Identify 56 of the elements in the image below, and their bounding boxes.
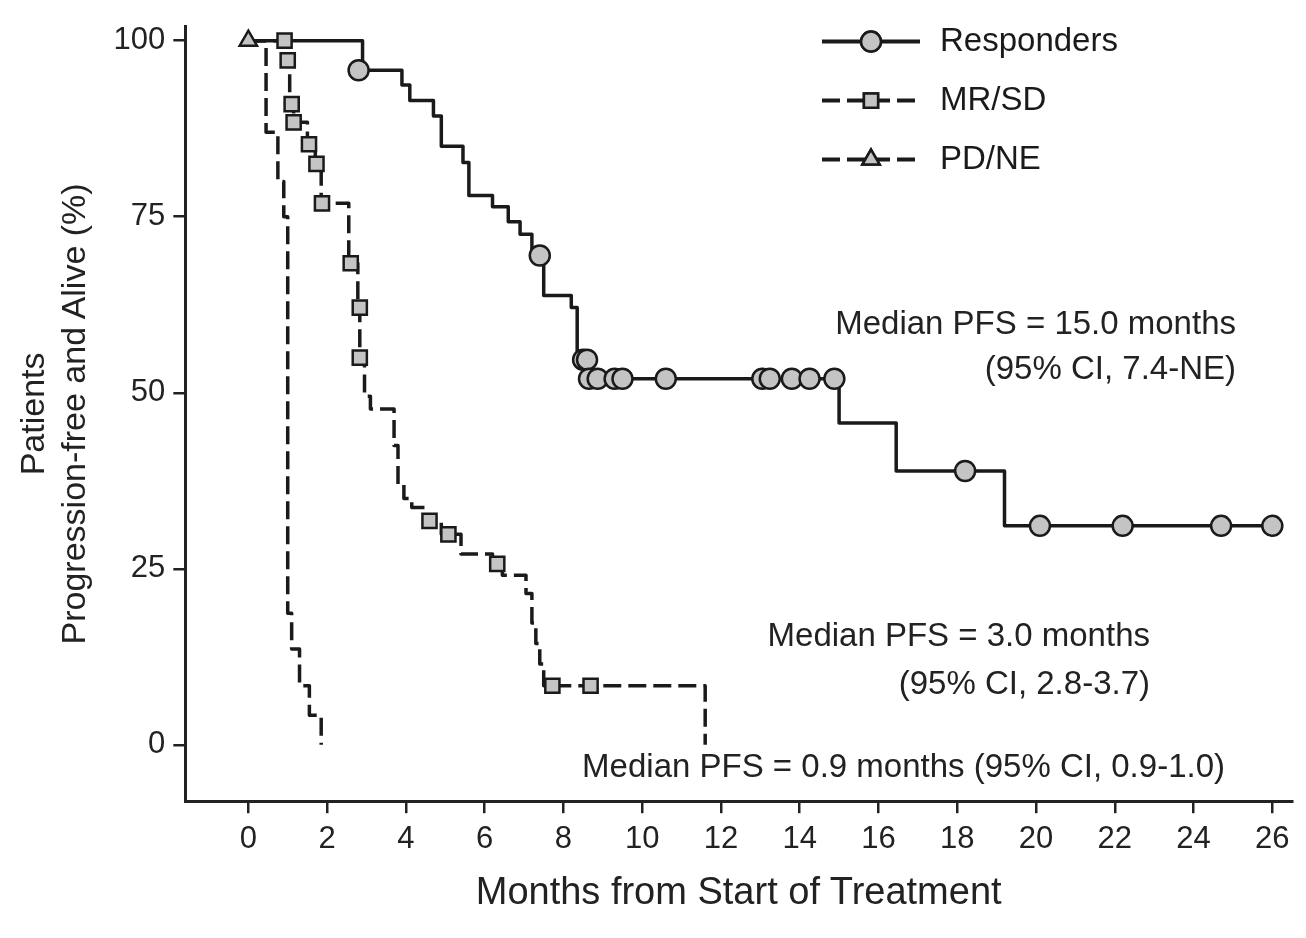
legend-label: PD/NE (940, 138, 1041, 176)
point (347, 59, 370, 82)
point (351, 349, 369, 366)
x-tick-label: 14 (782, 820, 817, 856)
annotation: Median PFS = 3.0 months (767, 616, 1150, 654)
x-tick-label: 26 (1255, 820, 1290, 856)
x-tick-label: 6 (476, 820, 494, 856)
point (528, 244, 552, 267)
point (421, 512, 438, 530)
point (611, 367, 634, 390)
point (1261, 514, 1284, 538)
x-tick-label: 10 (624, 820, 660, 856)
y-tick-label: 75 (130, 197, 166, 233)
x-tick-label: 8 (554, 820, 573, 856)
annotation: Median PFS = 15.0 months (835, 304, 1236, 342)
point (1028, 514, 1052, 538)
x-tick-label: 20 (1018, 820, 1054, 856)
x-tick-label: 24 (1176, 820, 1211, 856)
x-axis-title: Months from Start of Treatment (475, 869, 1003, 912)
x-tick-label: 18 (940, 820, 975, 856)
point (283, 95, 300, 113)
point (308, 155, 325, 173)
x-tick-label: 2 (318, 820, 336, 856)
point (953, 459, 977, 483)
point (313, 195, 331, 212)
y-axis-title: Patients Progression-free and Alive (%) (12, 183, 92, 645)
point (758, 367, 782, 390)
point (342, 254, 360, 272)
x-tick-label: 22 (1097, 820, 1133, 856)
point (285, 114, 302, 131)
point (276, 32, 293, 50)
x-tick-label: 0 (239, 820, 257, 856)
point (1111, 514, 1134, 538)
x-tick-label: 4 (397, 820, 415, 856)
legend-label: Responders (940, 20, 1118, 58)
annotation: Median PFS = 0.9 months (95% CI, 0.9-1.0) (582, 747, 1225, 785)
y-tick-label: 100 (113, 21, 166, 57)
legend-label: MR/SD (940, 79, 1047, 117)
point (544, 677, 561, 695)
x-tick-label: 12 (703, 820, 739, 856)
annotation: (95% CI, 2.8-3.7) (898, 664, 1150, 702)
annotation: (95% CI, 7.4-NE) (984, 349, 1236, 387)
point (654, 367, 678, 390)
y-tick-label: 50 (130, 373, 166, 409)
point (279, 52, 297, 69)
point (440, 525, 457, 543)
point (1209, 514, 1233, 538)
y-tick-label: 0 (148, 725, 166, 761)
y-tick-label: 25 (130, 549, 166, 585)
point (488, 555, 506, 573)
point (823, 367, 846, 390)
x-tick-label: 16 (861, 820, 896, 856)
point (351, 299, 369, 316)
point (300, 135, 318, 153)
point (582, 677, 599, 695)
point (798, 367, 821, 390)
